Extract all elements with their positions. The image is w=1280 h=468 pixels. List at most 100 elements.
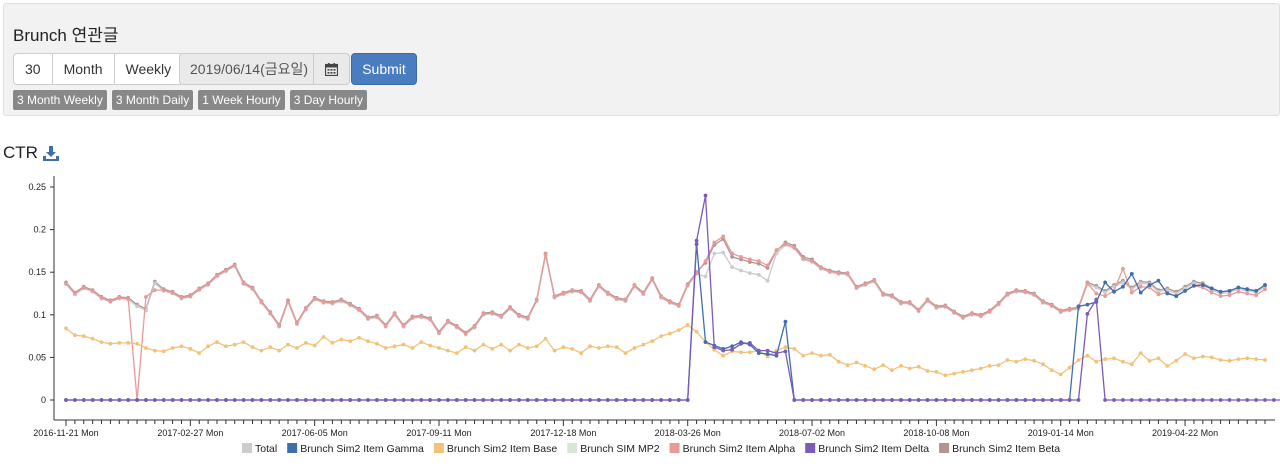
data-point-brunch-sim2-item-base [481,342,486,347]
data-point-brunch-sim2-item-delta [783,349,788,354]
data-point-brunch-sim2-item-base [916,364,921,369]
download-icon[interactable] [42,145,59,161]
data-point-brunch-sim2-item-base [605,344,610,349]
count-30-button[interactable]: 30 [14,54,53,84]
data-point-brunch-sim2-item-base [1245,356,1250,361]
data-point-brunch-sim2-item-alpha [126,296,131,301]
data-point-brunch-sim2-item-gamma [1165,291,1170,296]
data-point-brunch-sim2-item-base [1067,365,1072,370]
data-point-brunch-sim2-item-base [1209,355,1214,360]
weekly-button[interactable]: Weekly [125,61,172,77]
preset-1-week-hourly[interactable]: 1 Week Hourly [198,90,285,110]
data-point-brunch-sim2-item-alpha [197,287,202,292]
y-tick-label: 0 [41,395,46,405]
legend-item-brunch-sim2-item-delta[interactable]: Brunch Sim2 Item Delta [805,443,929,455]
data-point-brunch-sim2-item-base [552,348,557,353]
data-point-brunch-sim2-item-base [588,344,592,349]
data-point-brunch-sim2-item-delta [765,348,770,353]
data-point-brunch-sim2-item-base [126,341,131,345]
data-point-brunch-sim2-item-alpha [339,298,344,303]
data-point-brunch-sim2-item-delta [1103,398,1107,402]
legend-swatch [939,443,950,453]
legend-item-total[interactable]: Total [242,443,277,455]
data-point-brunch-sim2-item-alpha [463,331,468,336]
data-point-brunch-sim2-item-base [179,344,184,349]
data-point-brunch-sim2-item-delta [819,398,823,402]
legend-item-brunch-sim2-item-gamma[interactable]: Brunch Sim2 Item Gamma [287,443,424,455]
data-point-total [748,271,752,275]
data-point-brunch-sim2-item-delta [312,398,317,402]
preset-3-day-hourly[interactable]: 3 Day Hourly [289,90,368,110]
data-point-brunch-sim2-item-delta [579,398,583,402]
data-point-brunch-sim2-item-delta [916,398,921,402]
data-point-brunch-sim2-item-alpha [446,319,450,324]
data-point-brunch-sim2-item-base [286,342,290,347]
data-point-brunch-sim2-item-alpha [312,296,317,301]
x-tick-label: 2018-07-02 Mon [779,428,845,438]
data-point-brunch-sim2-item-alpha [330,301,335,305]
data-point-brunch-sim2-item-base [161,349,166,354]
legend-item-brunch-sim2-item-base[interactable]: Brunch Sim2 Item Base [433,443,557,455]
data-point-brunch-sim2-item-base [108,341,113,346]
data-point-brunch-sim2-item-gamma [1138,290,1143,295]
data-point-brunch-sim2-item-base [375,341,379,346]
data-point-brunch-sim2-item-alpha [863,282,868,286]
legend-item-brunch-sim2-item-alpha[interactable]: Brunch Sim2 Item Alpha [669,443,796,455]
data-point-brunch-sim2-item-alpha [348,302,353,307]
data-point-brunch-sim2-item-delta [801,398,806,402]
data-point-brunch-sim2-item-base [446,348,450,353]
date-input[interactable]: 2019/06/14(금요일) [190,61,309,77]
data-point-brunch-sim2-item-alpha [765,263,770,268]
data-point-brunch-sim2-item-base [250,345,255,350]
data-point-brunch-sim2-item-delta [419,398,424,402]
data-point-brunch-sim2-item-alpha [694,271,699,275]
legend-item-brunch-sim-mp2[interactable]: Brunch SIM MP2 [567,443,660,455]
data-point-brunch-sim2-item-base [845,363,850,367]
data-point-brunch-sim2-item-base [1192,356,1196,361]
data-point-brunch-sim2-item-delta [188,398,193,402]
x-tick-label: 2018-03-26 Mon [655,428,721,438]
data-point-brunch-sim2-item-base [748,350,752,355]
preset-3-month-weekly[interactable]: 3 Month Weekly [13,90,107,110]
data-point-brunch-sim2-item-alpha [179,295,184,300]
data-point-brunch-sim2-item-delta [730,347,734,352]
data-point-brunch-sim2-item-alpha [499,314,504,319]
preset-3-month-daily[interactable]: 3 Month Daily [111,90,194,110]
data-point-brunch-sim2-item-alpha [1067,307,1072,312]
data-point-brunch-sim2-item-delta [1094,297,1099,302]
data-point-brunch-sim2-item-delta [668,398,672,402]
series-line-brunch-sim2-item-base [65,324,1266,376]
data-point-brunch-sim2-item-base [525,346,530,350]
data-point-brunch-sim2-item-delta [383,398,388,402]
data-point-brunch-sim2-item-delta [1272,398,1276,402]
data-point-brunch-sim2-item-base [1049,368,1054,373]
data-point-brunch-sim2-item-delta [375,398,379,402]
data-point-brunch-sim2-item-delta [64,398,68,402]
data-point-brunch-sim2-item-base [1227,358,1232,363]
data-point-brunch-sim2-item-base [907,366,912,371]
data-point-brunch-sim2-item-delta [1129,398,1134,402]
data-point-brunch-sim2-item-delta [685,398,690,402]
data-point-brunch-sim2-item-base [472,348,477,353]
data-point-brunch-sim2-item-base [739,350,743,355]
data-point-brunch-sim2-item-gamma [1112,289,1116,294]
legend-label: Brunch SIM MP2 [580,443,660,455]
data-point-brunch-sim2-item-base [925,369,930,373]
legend-label: Brunch Sim2 Item Gamma [300,443,424,455]
month-button[interactable]: Month [53,54,115,84]
data-point-brunch-sim2-item-alpha [170,290,175,295]
data-point-brunch-sim2-item-base [801,353,806,358]
data-point-brunch-sim2-item-gamma [1183,289,1187,293]
data-point-brunch-sim2-item-delta [1049,398,1054,402]
data-point-brunch-sim2-item-base [90,336,95,341]
chart-title: CTR [3,143,59,163]
legend-item-brunch-sim2-item-beta[interactable]: Brunch Sim2 Item Beta [939,443,1060,455]
data-point-brunch-sim2-item-alpha [73,291,77,296]
data-point-brunch-sim2-item-delta [739,341,743,346]
calendar-button[interactable] [313,54,349,84]
data-point-brunch-sim2-item-base [428,343,432,348]
data-point-brunch-sim2-item-delta [1041,398,1045,402]
data-point-brunch-sim2-item-base [961,370,965,374]
data-point-brunch-sim2-item-alpha [899,301,903,305]
submit-button[interactable]: Submit [351,53,417,85]
